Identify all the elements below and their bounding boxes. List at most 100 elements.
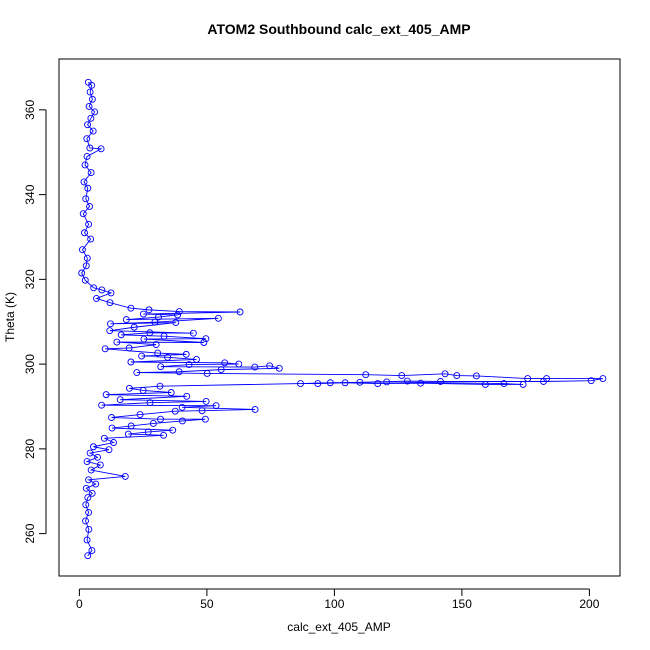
x-axis-label: calc_ext_405_AMP — [287, 620, 390, 634]
x-tick-label: 100 — [324, 597, 344, 611]
data-point — [88, 489, 96, 497]
data-point — [89, 443, 97, 451]
data-point — [139, 310, 147, 318]
data-point — [127, 422, 135, 430]
data-point — [519, 381, 527, 388]
data-point — [139, 386, 147, 394]
x-axis: 0 50 100 150 200 — [76, 588, 600, 611]
data-point — [85, 220, 93, 228]
data-point — [146, 329, 154, 337]
data-point — [472, 372, 480, 380]
data-point — [81, 276, 89, 284]
data-point — [314, 380, 322, 388]
data-point — [124, 430, 132, 438]
data-point — [152, 341, 160, 349]
data-point — [441, 370, 449, 378]
data-point — [174, 311, 182, 319]
data-point — [88, 95, 96, 103]
data-point — [500, 380, 508, 388]
data-point — [178, 403, 186, 411]
data-point — [130, 323, 138, 331]
data-point — [102, 391, 110, 399]
data-point — [160, 332, 168, 340]
data-point — [105, 446, 113, 454]
data-point — [96, 461, 104, 469]
data-point — [266, 362, 274, 370]
data-point — [417, 379, 425, 387]
data-point — [481, 381, 489, 388]
data-point — [146, 399, 154, 407]
data-point — [326, 379, 334, 387]
data-point — [107, 320, 114, 328]
data-point — [275, 364, 283, 372]
data-point — [82, 501, 90, 509]
data-point — [200, 339, 208, 346]
data-point — [297, 380, 304, 388]
plot-frame — [58, 58, 621, 577]
data-point — [85, 508, 93, 516]
data-point — [185, 361, 193, 368]
data-point — [154, 313, 162, 321]
data-point — [182, 350, 190, 358]
data-point — [86, 88, 94, 96]
data-point — [198, 407, 206, 415]
chart-title: ATOM2 Southbound calc_ext_405_AMP — [207, 21, 470, 37]
data-point — [383, 378, 391, 386]
data-point — [98, 286, 106, 294]
data-point — [374, 380, 382, 388]
data-point — [192, 356, 200, 363]
data-point — [356, 378, 364, 386]
data-point — [83, 254, 91, 262]
data-point — [172, 319, 180, 327]
data-point — [79, 246, 86, 254]
x-tick-label: 200 — [579, 597, 599, 611]
data-point — [145, 306, 153, 314]
data-point — [136, 411, 144, 418]
data-point — [79, 210, 87, 218]
data-point — [85, 476, 93, 484]
data-point — [599, 375, 607, 382]
data-point — [144, 428, 152, 436]
data-point — [125, 344, 133, 352]
data-point — [203, 369, 211, 377]
data-point — [81, 161, 89, 169]
data-point — [125, 384, 133, 392]
data-point — [83, 536, 91, 544]
data-point — [87, 466, 95, 474]
data-point — [78, 269, 86, 277]
data-point — [101, 345, 109, 353]
data-point — [80, 178, 88, 186]
data-point — [140, 335, 148, 343]
data-point — [82, 262, 90, 270]
data-point — [91, 108, 99, 116]
data-point — [157, 363, 165, 371]
x-tick-label: 50 — [200, 597, 214, 611]
data-point — [171, 407, 179, 415]
data-point — [164, 353, 172, 361]
data-point — [362, 371, 370, 379]
data-point — [100, 434, 108, 442]
data-point — [98, 401, 106, 409]
data-point — [117, 331, 125, 339]
data-point — [86, 144, 94, 152]
data-point — [85, 525, 93, 533]
data-point — [251, 406, 259, 413]
data-point — [160, 431, 168, 439]
data-point — [175, 308, 183, 316]
data-point — [84, 184, 92, 192]
data-point — [94, 453, 101, 461]
data-point — [453, 372, 461, 380]
data-point — [85, 103, 93, 110]
data-point — [106, 299, 114, 307]
data-point — [398, 372, 406, 380]
data-point — [341, 379, 349, 387]
data-point — [403, 377, 411, 385]
data-point — [212, 402, 220, 410]
data-point — [92, 480, 100, 488]
data-point — [178, 417, 186, 425]
data-point — [437, 378, 444, 385]
data-point — [87, 114, 95, 122]
data-point — [169, 426, 177, 434]
data-point — [121, 472, 129, 480]
